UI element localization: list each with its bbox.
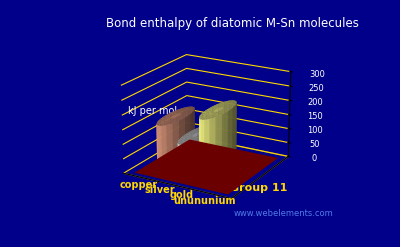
Text: www.webelements.com: www.webelements.com: [234, 209, 333, 218]
Text: Bond enthalpy of diatomic M-Sn molecules: Bond enthalpy of diatomic M-Sn molecules: [106, 17, 359, 30]
